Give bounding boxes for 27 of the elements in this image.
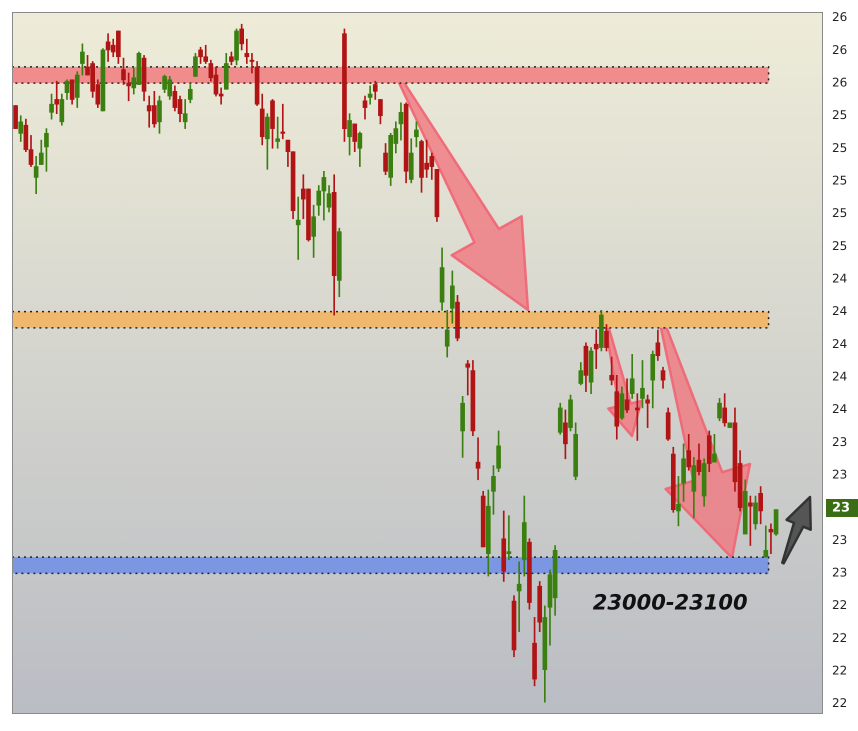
text: 22 [832, 696, 848, 710]
text: 22 [832, 663, 848, 678]
candlestick [250, 53, 254, 74]
text: 25 [832, 206, 848, 220]
band-label: 23000-23100 [592, 590, 748, 614]
text: 25 [832, 238, 848, 253]
text: 26 [832, 10, 848, 24]
text: 25 [832, 140, 848, 155]
candlestick [640, 360, 645, 408]
text: 24 [832, 336, 848, 351]
text: 23 [832, 532, 848, 547]
text: 26 [832, 75, 848, 90]
text: 24 [832, 369, 848, 384]
text: 24 [832, 271, 848, 286]
text: 23 [832, 565, 848, 580]
text: 23 [832, 467, 848, 482]
text: 23 [832, 434, 848, 449]
text: 25 [832, 108, 848, 122]
candlestick [768, 524, 774, 554]
text: 24 [832, 402, 848, 416]
text: 24 [832, 304, 848, 318]
text: 26 [832, 42, 848, 57]
text: 25 [832, 173, 848, 188]
candlestick [476, 437, 480, 480]
text: 22 [832, 630, 848, 645]
text: 22 [832, 598, 848, 612]
text: 23 [832, 500, 850, 516]
